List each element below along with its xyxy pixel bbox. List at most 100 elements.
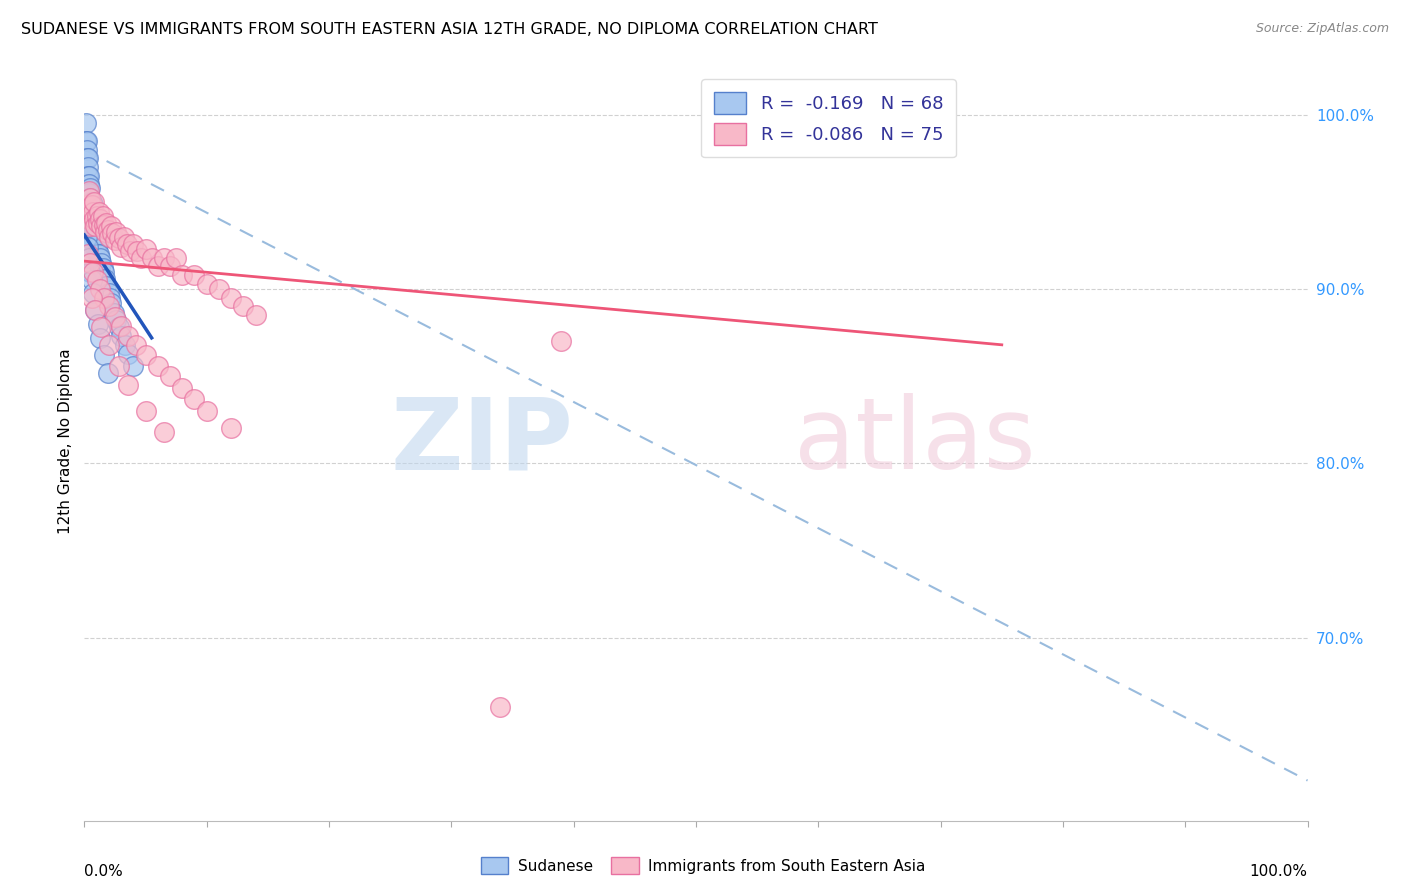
Point [550, 334, 572, 349]
Point [135, 242, 157, 256]
Point [110, 329, 132, 343]
Point [86, 226, 108, 240]
Point [77, 186, 100, 201]
Point [77, 169, 100, 183]
Point [87, 216, 110, 230]
Point [122, 236, 145, 251]
Point [105, 225, 128, 239]
Point [83, 223, 105, 237]
Point [77, 178, 100, 192]
Point [135, 348, 157, 362]
Point [96, 278, 118, 293]
Point [146, 359, 169, 373]
Point [89, 331, 111, 345]
Y-axis label: 12th Grade, No Diploma: 12th Grade, No Diploma [58, 349, 73, 534]
Point [232, 300, 254, 314]
Point [153, 425, 176, 439]
Point [86, 209, 108, 223]
Point [135, 404, 157, 418]
Point [183, 268, 205, 282]
Point [82, 229, 104, 244]
Point [117, 329, 139, 343]
Text: atlas: atlas [794, 393, 1035, 490]
Point [165, 251, 187, 265]
Point [80, 198, 103, 212]
Point [103, 306, 125, 320]
Point [94, 225, 117, 239]
Point [97, 223, 120, 237]
Point [114, 338, 136, 352]
Point [79, 216, 101, 230]
Point [87, 205, 110, 219]
Point [89, 251, 111, 265]
Point [117, 377, 139, 392]
Point [117, 346, 139, 360]
Point [208, 282, 231, 296]
Point [125, 338, 148, 352]
Point [97, 338, 120, 352]
Point [245, 308, 267, 322]
Point [97, 229, 120, 244]
Point [91, 261, 114, 276]
Point [83, 212, 105, 227]
Point [84, 229, 107, 244]
Point [82, 205, 104, 219]
Point [76, 134, 98, 148]
Point [104, 233, 127, 247]
Point [77, 151, 100, 165]
Point [87, 247, 110, 261]
Point [159, 369, 181, 384]
Point [83, 212, 105, 227]
Point [79, 256, 101, 270]
Legend: R =  -0.169   N = 68, R =  -0.086   N = 75: R = -0.169 N = 68, R = -0.086 N = 75 [702, 79, 956, 157]
Point [86, 247, 108, 261]
Point [79, 264, 101, 278]
Point [110, 240, 132, 254]
Point [94, 271, 117, 285]
Point [115, 236, 138, 251]
Point [79, 191, 101, 205]
Point [107, 320, 129, 334]
Point [104, 310, 127, 324]
Point [195, 404, 218, 418]
Point [77, 169, 100, 183]
Point [172, 381, 194, 395]
Point [112, 229, 135, 244]
Point [89, 212, 111, 227]
Point [84, 302, 107, 317]
Point [77, 160, 100, 174]
Point [87, 236, 110, 251]
Point [86, 273, 108, 287]
Point [80, 221, 103, 235]
Point [77, 247, 100, 261]
Point [80, 203, 103, 218]
Point [96, 216, 118, 230]
Point [101, 226, 124, 240]
Point [89, 282, 111, 296]
Point [219, 421, 242, 435]
Point [183, 392, 205, 406]
Text: ZIP: ZIP [391, 393, 574, 490]
Point [93, 218, 115, 232]
Point [84, 219, 107, 234]
Point [118, 244, 141, 258]
Text: Source: ZipAtlas.com: Source: ZipAtlas.com [1256, 22, 1389, 36]
Point [77, 251, 100, 265]
Point [90, 256, 112, 270]
Point [77, 240, 100, 254]
Point [80, 291, 103, 305]
Point [97, 285, 120, 300]
Point [97, 366, 120, 380]
Point [146, 260, 169, 274]
Point [77, 205, 100, 219]
Point [100, 219, 122, 234]
Point [172, 268, 194, 282]
Point [79, 191, 101, 205]
Point [75, 116, 97, 130]
Point [83, 233, 105, 247]
Point [82, 264, 104, 278]
Point [105, 313, 128, 327]
Point [90, 219, 112, 234]
Point [100, 296, 122, 310]
Point [159, 260, 181, 274]
